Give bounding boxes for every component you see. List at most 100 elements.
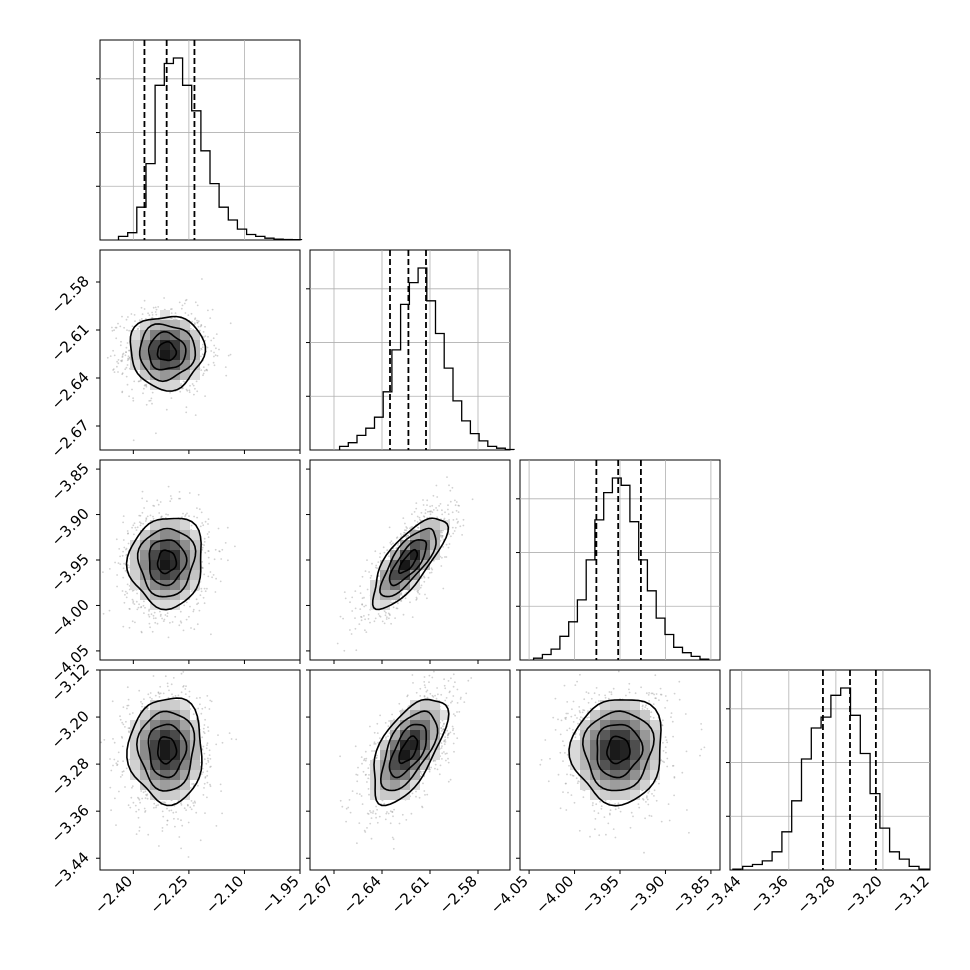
sample-point [152, 515, 154, 518]
sample-point [417, 526, 419, 529]
sample-point [195, 811, 198, 814]
sample-point [415, 599, 418, 601]
sample-point [133, 522, 136, 525]
sample-point [409, 601, 411, 604]
sample-point [203, 732, 206, 735]
density-cell [160, 730, 170, 740]
sample-point [166, 682, 169, 685]
sample-point [413, 528, 415, 531]
sample-point [448, 543, 451, 545]
sample-point [142, 522, 145, 525]
sample-point [450, 535, 452, 538]
sample-point [144, 790, 147, 793]
histogram-steps [532, 477, 710, 660]
density-cell [160, 760, 170, 770]
sample-point [201, 278, 203, 280]
density-cell [180, 790, 190, 800]
sample-point [365, 757, 368, 760]
sample-point [184, 299, 187, 302]
sample-point [125, 346, 128, 349]
sample-point [395, 537, 398, 539]
density-cell [140, 780, 150, 790]
contour-level-2 [388, 538, 428, 587]
sample-point [424, 593, 426, 596]
sample-point [172, 677, 175, 679]
sample-point [185, 809, 188, 811]
sample-point [219, 580, 222, 583]
sample-point [133, 314, 136, 316]
sample-point [201, 567, 204, 569]
sample-point [121, 356, 124, 358]
sample-point [407, 534, 409, 537]
sample-point [449, 489, 452, 492]
sample-point [148, 400, 151, 402]
sample-point [182, 671, 185, 673]
sample-point [122, 567, 125, 570]
sample-point [429, 505, 431, 508]
contour-level-1 [156, 549, 178, 575]
sample-point [202, 794, 205, 796]
sample-point [117, 362, 120, 365]
sample-point [444, 739, 447, 741]
sample-point [383, 622, 386, 625]
sample-point [206, 742, 209, 745]
sample-point [207, 518, 210, 520]
sample-point [127, 357, 129, 360]
sample-point [122, 625, 125, 628]
density-cell [180, 710, 190, 720]
sample-point [426, 793, 429, 796]
sample-point [423, 695, 426, 698]
sample-point [395, 607, 398, 610]
sample-point [400, 593, 403, 596]
density-cell [160, 550, 170, 560]
sample-point [145, 403, 148, 406]
sample-point [428, 510, 431, 513]
sample-point [447, 504, 449, 507]
density-cell [400, 540, 410, 550]
sample-point [197, 325, 200, 328]
sample-point [167, 636, 170, 639]
sample-point [423, 580, 426, 583]
sample-point [119, 715, 121, 718]
sample-point [179, 497, 182, 500]
density-cell [140, 340, 150, 350]
sample-point [227, 354, 230, 357]
sample-point [212, 574, 215, 576]
sample-point [158, 693, 161, 695]
sample-point [145, 318, 147, 320]
sample-point [122, 521, 124, 524]
sample-point [444, 556, 446, 558]
sample-point [365, 631, 368, 633]
sample-point [441, 752, 444, 755]
sample-point [201, 736, 204, 739]
sample-point [146, 500, 148, 503]
contour-level-3 [138, 323, 197, 383]
contour-level-4 [126, 697, 203, 807]
sample-point [201, 543, 204, 546]
density-cell [400, 570, 410, 580]
sample-point [345, 820, 347, 823]
sample-point [112, 369, 114, 371]
sample-point [451, 526, 454, 529]
density-cell [150, 540, 160, 550]
sample-point [145, 794, 147, 796]
sample-point [126, 383, 129, 386]
density-cell [190, 530, 200, 540]
sample-point [121, 745, 124, 748]
density-cell [150, 350, 160, 360]
sample-point [227, 559, 229, 562]
sample-point [210, 350, 213, 352]
sample-point [375, 805, 377, 808]
density-cell [180, 570, 190, 580]
density-cell [140, 530, 150, 540]
sample-point [142, 392, 144, 395]
sample-point [217, 527, 220, 530]
sample-point [421, 805, 423, 808]
sample-point [143, 600, 145, 603]
sample-point [204, 812, 206, 814]
sample-point [354, 590, 357, 592]
sample-point [128, 758, 131, 761]
sample-point [118, 548, 121, 550]
sample-point [119, 344, 122, 347]
density-cell [160, 600, 170, 610]
